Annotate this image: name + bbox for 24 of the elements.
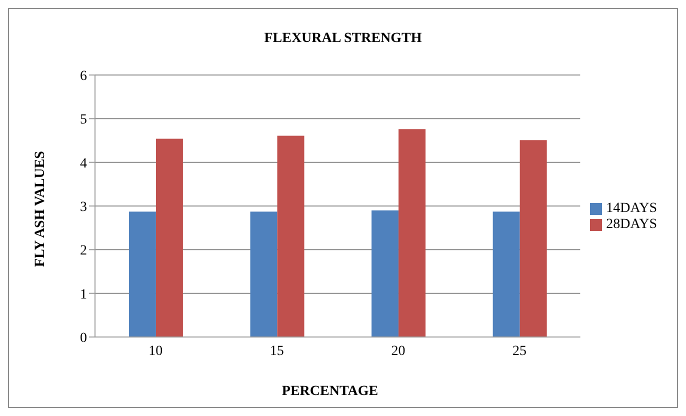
x-tick-label: 25 [512, 344, 527, 359]
bar [520, 140, 547, 337]
chart-title: FLEXURAL STRENGTH [263, 31, 423, 47]
legend-label: 28DAYS [606, 217, 657, 232]
bar [250, 212, 278, 337]
bar [128, 212, 156, 337]
y-tick-label: 6 [80, 68, 87, 84]
x-tick-label: 20 [391, 344, 406, 359]
y-tick-label: 4 [80, 156, 87, 172]
bar [492, 212, 520, 337]
y-tick-label: 3 [80, 200, 87, 215]
x-tick-label: 15 [270, 344, 284, 359]
y-tick-label: 5 [80, 112, 87, 128]
y-tick-label: 2 [80, 244, 87, 259]
bar [277, 136, 304, 337]
bar [156, 138, 183, 337]
x-axis-title: PERCENTAGE [280, 384, 380, 400]
bar [398, 129, 426, 337]
bar [372, 210, 399, 337]
y-tick-label: 0 [80, 330, 87, 346]
legend-label: 14DAYS [606, 201, 657, 216]
y-tick-label: 1 [80, 287, 87, 302]
x-tick-label: 10 [148, 344, 163, 359]
y-axis-title: FLY ASH VALUES [33, 151, 49, 267]
